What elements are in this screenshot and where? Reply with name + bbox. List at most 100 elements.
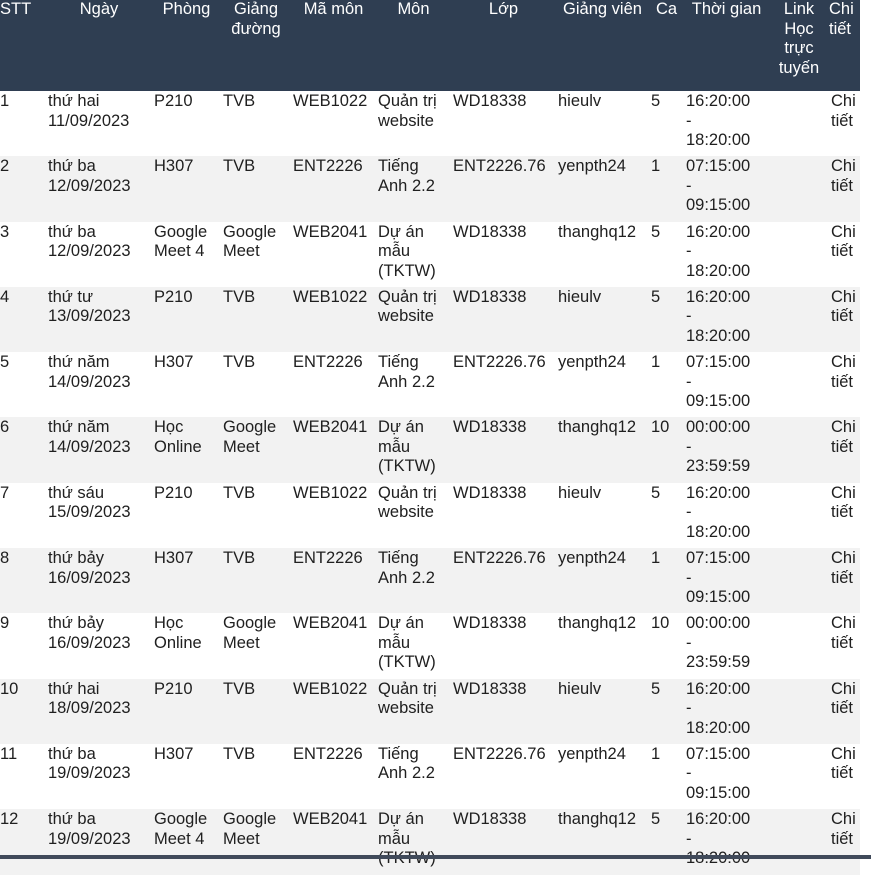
cell-hall-hall: TVB [223,287,256,306]
cell-class-class: WD18338 [453,614,527,633]
cell-class: WD18338 [451,613,556,679]
cell-subject: Dự án mẫu (TKTW) [376,221,451,287]
cell-detail[interactable]: Chi tiết [829,352,860,418]
cell-time-end: 18:20:00 [686,522,751,541]
cell-detail[interactable]: Chi tiết [829,809,860,875]
cell-detail[interactable]: Chi tiết [829,417,860,483]
detail-link[interactable]: Chi tiết [831,614,856,652]
cell-date-date: 12/09/2023 [48,176,131,195]
cell-time: 16:20:00-18:20:00 [684,91,769,157]
detail-link[interactable]: Chi tiết [831,287,856,326]
cell-detail[interactable]: Chi tiết [829,156,860,222]
cell-room-room: Học Online [154,418,202,456]
cell-detail[interactable]: Chi tiết [829,91,860,157]
cell-online-link [769,221,829,287]
cell-detail[interactable]: Chi tiết [829,743,860,810]
detail-link[interactable]: Chi tiết [831,92,856,130]
cell-date: thứ ba 19/09/2023 [46,743,152,810]
cell-subject-code: WEB1022 [291,678,376,744]
cell-date: thứ bảy 16/09/2023 [46,613,152,679]
detail-link[interactable]: Chi tiết [831,418,856,456]
cell-class-class: ENT2226.76 [453,353,546,372]
cell-lecturer: hieulv [556,482,649,549]
cell-room: P210 [152,91,221,157]
table-row: 11 thứ ba 19/09/2023 H307 TVB ENT2226 Tiếng An… [0,743,860,810]
cell-room: H307 [152,156,221,222]
cell-subject-code-code: WEB2041 [293,418,368,437]
cell-date-date: 12/09/2023 [48,242,131,261]
cell-subject: Tiếng Anh 2.2 [376,548,451,614]
cell-date-date: 14/09/2023 [48,437,131,456]
cell-hall: TVB [221,156,291,222]
cell-lecturer: yenpth24 [556,548,649,614]
detail-link[interactable]: Chi tiết [831,483,856,522]
cell-subject-code: WEB1022 [291,91,376,157]
cell-stt-stt: 7 [0,483,10,502]
cell-lecturer-lecturer: thanghq12 [558,222,636,241]
cell-time: 00:00:00-23:59:59 [684,613,769,679]
detail-link[interactable]: Chi tiết [831,549,856,587]
cell-time: 07:15:00-09:15:00 [684,743,769,810]
cell-subject-code: WEB1022 [291,286,376,353]
cell-date-date: 11/09/2023 [48,111,130,130]
cell-detail[interactable]: Chi tiết [829,678,860,744]
detail-link[interactable]: Chi tiết [831,222,856,261]
cell-room: Học Online [152,417,221,483]
cell-time-sep: - [686,372,692,391]
cell-date-day: thứ hai [48,679,100,698]
table-row: 1 thứ hai 11/09/2023 P210 TVB WEB1022 Quản trị… [0,91,860,157]
cell-detail[interactable]: Chi tiết [829,482,860,549]
cell-shift: 10 [649,613,684,679]
cell-class-class: WD18338 [453,679,527,698]
cell-subject: Tiếng Anh 2.2 [376,156,451,222]
cell-date-date: 13/09/2023 [48,307,131,326]
cell-online-link [769,482,829,549]
cell-time-start: 16:20:00 [686,222,751,241]
cell-stt-stt: 8 [0,549,10,568]
cell-stt: 11 [0,743,46,810]
cell-subject-subject: Dự án mẫu (TKTW) [378,222,436,280]
detail-link[interactable]: Chi tiết [831,679,856,718]
cell-room-room: Google Meet 4 [154,222,208,261]
cell-detail[interactable]: Chi tiết [829,286,860,353]
cell-hall-hall: Google Meet [223,418,277,456]
cell-time-start: 07:15:00 [686,744,751,763]
cell-time-end: 18:20:00 [686,326,751,345]
table-body: 1 thứ hai 11/09/2023 P210 TVB WEB1022 Quản trị… [0,91,860,875]
cell-time-end: 23:59:59 [686,653,751,672]
cell-time: 16:20:00-18:20:00 [684,286,769,353]
cell-detail[interactable]: Chi tiết [829,613,860,679]
cell-detail[interactable]: Chi tiết [829,221,860,287]
cell-room-room: Google Meet 4 [154,810,208,848]
detail-link[interactable]: Chi tiết [831,810,856,848]
cell-shift-shift: 5 [651,222,661,241]
cell-stt: 6 [0,417,46,483]
cell-subject: Tiếng Anh 2.2 [376,352,451,418]
cell-time: 16:20:00-18:20:00 [684,809,769,875]
cell-subject-code-code: ENT2226 [293,744,363,763]
cell-class: WD18338 [451,417,556,483]
cell-time-start: 16:20:00 [686,483,751,502]
detail-link[interactable]: Chi tiết [831,353,856,391]
cell-date-day: thứ ba [48,744,96,763]
table-row: 4 thứ tư 13/09/2023 P210 TVB WEB1022 Quản trị … [0,286,860,353]
cell-class-class: WD18338 [453,222,527,241]
cell-stt-stt: 5 [0,353,10,372]
cell-online-link [769,548,829,614]
cell-room: H307 [152,548,221,614]
cell-class-class: WD18338 [453,418,527,437]
cell-subject: Tiếng Anh 2.2 [376,743,451,810]
cell-detail[interactable]: Chi tiết [829,548,860,614]
cell-class: ENT2226.76 [451,743,556,810]
detail-link[interactable]: Chi tiết [831,744,856,783]
cell-time-start: 16:20:00 [686,92,751,110]
cell-class: WD18338 [451,678,556,744]
cell-stt: 7 [0,482,46,549]
detail-link[interactable]: Chi tiết [831,157,856,195]
cell-shift: 5 [649,91,684,157]
cell-time-end: 18:20:00 [686,261,751,280]
cell-shift-shift: 1 [651,353,661,372]
cell-stt-stt: 12 [0,810,19,829]
cell-hall-hall: TVB [223,679,256,698]
cell-time-start: 00:00:00 [686,614,751,633]
